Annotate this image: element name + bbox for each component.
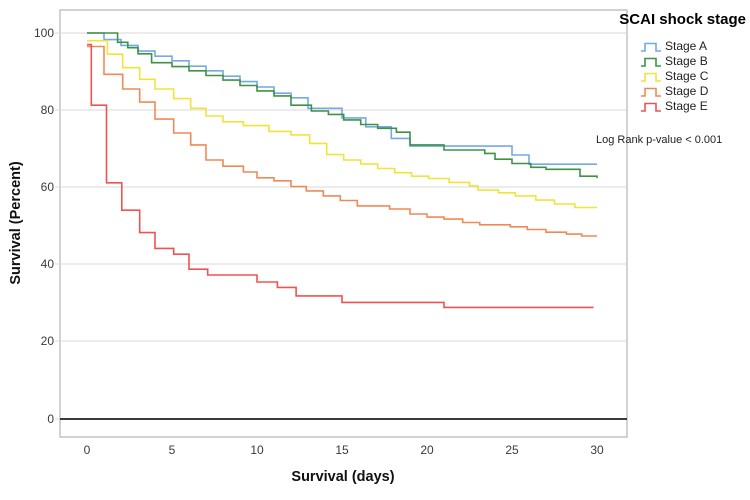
curve-stage-e: [87, 43, 594, 309]
curve-stage-a: [87, 32, 597, 165]
log-rank-annotation: Log Rank p-value < 0.001: [596, 134, 723, 146]
stage-e-step-marker-icon: [641, 102, 661, 112]
y-axis-title: Survival (Percent): [8, 161, 24, 285]
legend-label: Stage E: [665, 99, 708, 113]
legend-entry-stage-d: Stage D: [640, 84, 708, 99]
gridlines: [55, 32, 627, 420]
legend-title: SCAI shock stage: [619, 11, 746, 28]
y-tick-60: 60: [40, 180, 54, 194]
x-tick-0: 0: [83, 443, 91, 457]
x-tick-15: 15: [335, 443, 349, 457]
survival-curves: [87, 32, 598, 309]
x-tick-5: 5: [168, 443, 176, 457]
y-tick-100: 100: [33, 26, 54, 40]
x-tick-10: 10: [250, 443, 264, 457]
curve-stage-d: [87, 45, 597, 237]
legend-label: Stage D: [665, 84, 709, 98]
y-tick-0: 0: [47, 412, 54, 426]
x-tick-20: 20: [420, 443, 434, 457]
legend-label: Stage A: [665, 39, 708, 53]
x-tick-25: 25: [505, 443, 519, 457]
stage-a-step-marker-icon: [641, 42, 661, 52]
x-tick-30: 30: [590, 443, 604, 457]
y-tick-20: 20: [40, 334, 54, 348]
stage-d-step-marker-icon: [641, 87, 661, 97]
legend-label: Stage C: [665, 69, 709, 83]
stage-b-step-marker-icon: [641, 57, 661, 67]
x-axis-title: Survival (days): [291, 469, 395, 485]
curve-stage-c: [87, 39, 597, 209]
stage-c-step-marker-icon: [641, 72, 661, 82]
curve-stage-b: [87, 32, 598, 179]
legend-entry-stage-c: Stage C: [640, 69, 708, 84]
plot-frame: [59, 9, 628, 438]
y-tick-80: 80: [40, 103, 54, 117]
legend: Stage A Stage B Stage C Stage D Stage E: [640, 39, 708, 114]
legend-entry-stage-e: Stage E: [640, 99, 708, 114]
y-tick-40: 40: [40, 257, 54, 271]
legend-entry-stage-b: Stage B: [640, 54, 708, 69]
legend-entry-stage-a: Stage A: [640, 39, 708, 54]
legend-label: Stage B: [665, 54, 708, 68]
